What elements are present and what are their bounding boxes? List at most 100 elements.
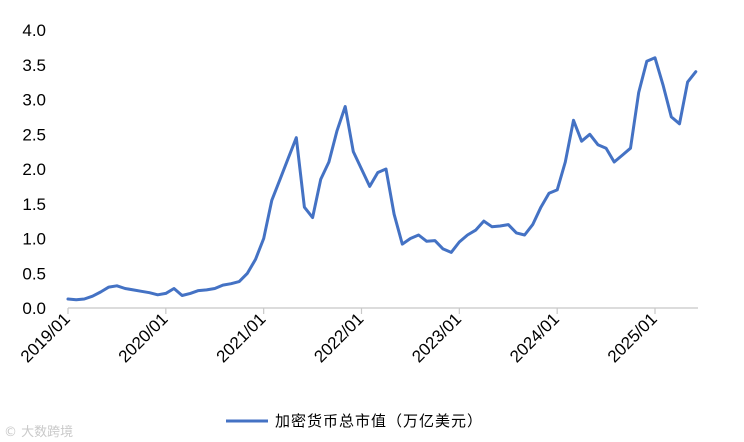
series-layer [66,56,698,302]
x-tick-label: 2024/01 [506,309,563,366]
data-point [303,206,306,208]
data-point [515,232,518,234]
data-point [531,223,534,226]
data-point [621,154,624,156]
data-point [156,294,159,296]
data-point [328,161,330,163]
data-point [205,289,208,291]
data-point [654,57,656,59]
y-tick-label: 3.5 [22,56,46,75]
data-point [262,237,265,240]
data-point [629,147,632,149]
data-point [450,251,453,254]
y-tick-label: 1.5 [22,195,46,214]
data-point [580,140,583,142]
data-point [466,234,469,236]
data-point [279,178,281,181]
data-point [442,248,444,250]
y-tick-label: 4.0 [22,21,46,40]
data-point [271,199,273,202]
data-point [393,213,395,215]
data-point [214,287,216,290]
data-point [238,280,240,283]
x-axis: 2019/01 2020/01 2021/01 2022/01 2023/01 2024/… [17,308,661,366]
data-point [173,287,175,290]
data-point [108,286,110,288]
data-point [499,225,501,227]
y-tick-label: 1.0 [22,230,46,249]
data-point [336,130,338,132]
data-point [613,161,615,163]
data-point [360,168,363,170]
y-tick-label: 3.0 [22,91,46,110]
data-point [287,157,289,160]
data-point [670,116,673,118]
data-point [230,282,232,285]
data-point [589,133,591,136]
data-point [352,150,355,153]
data-point [458,241,461,243]
data-point [83,298,86,300]
data-point [165,292,167,295]
x-tick-label: 2022/01 [310,309,367,366]
data-point [425,240,428,243]
data-point [91,295,94,298]
data-point [181,294,183,297]
data-point [148,291,151,294]
data-point [597,143,599,146]
data-point [385,168,387,170]
series-line-0 [66,56,698,302]
watermark: © 大数跨境 [4,425,73,440]
data-point [474,229,477,231]
data-point [483,220,485,222]
data-point [401,243,404,245]
data-point [434,239,436,242]
data-point [99,291,102,293]
data-point [523,234,526,236]
data-point [678,123,681,125]
data-point [564,161,567,163]
data-point [646,60,648,63]
data-point [67,298,69,300]
data-point [124,287,126,290]
data-point [319,178,322,181]
data-point [116,285,118,287]
data-point [246,272,249,275]
data-point [140,290,143,293]
data-point [377,171,379,174]
data-point [662,84,664,87]
data-point [409,237,412,240]
data-point [254,258,257,261]
data-point [491,225,493,228]
data-point [189,292,192,295]
data-point [507,223,510,226]
data-point [197,289,200,292]
legend-label: 加密货币总市值（万亿美元） [275,412,483,430]
x-tick-label: 2023/01 [408,309,465,366]
watermark-text: © 大数跨境 [4,425,73,440]
data-point [417,234,420,236]
x-tick-label: 2021/01 [213,309,270,366]
data-point [695,70,697,73]
x-tick-label: 2020/01 [115,309,172,366]
data-point [222,284,224,286]
data-point [75,298,77,301]
y-axis: 0.0 0.5 1.0 1.5 2.0 2.5 3.0 3.5 4.0 [22,21,46,318]
y-tick-label: 0.5 [22,264,46,283]
x-tick-label: 2025/01 [604,309,661,366]
data-point [556,189,558,191]
data-point [311,216,314,219]
data-point [295,136,298,139]
data-point [572,119,575,122]
data-point [368,185,371,188]
data-point [605,147,607,149]
y-tick-label: 0.0 [22,299,46,318]
data-point [540,206,542,208]
legend: 加密货币总市值（万亿美元） [226,412,483,430]
data-point [344,105,347,108]
data-point [548,192,550,195]
data-point [637,91,640,94]
data-point [686,81,689,83]
data-point [132,289,134,291]
